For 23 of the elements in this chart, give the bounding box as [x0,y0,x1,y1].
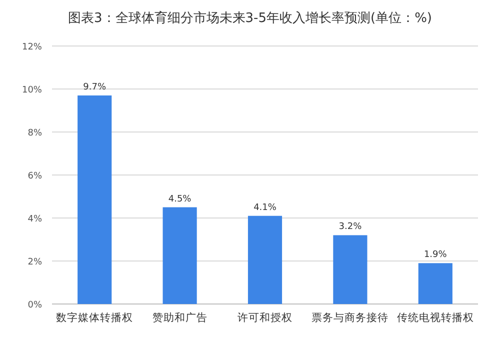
data-label: 3.2% [338,222,362,232]
x-tick-label: 赞助和广告 [152,311,208,324]
bar [162,207,197,304]
data-label: 9.7% [83,82,106,92]
y-tick-label: 10% [22,86,42,96]
bar [248,216,282,304]
data-label: 4.1% [254,202,277,213]
x-tick-label: 票务与商务接待 [312,311,389,324]
x-tick-label: 许可和授权 [238,311,292,324]
y-tick-label: 4% [28,214,42,224]
y-tick-label: 12% [22,42,42,52]
bar [418,263,452,304]
bar [333,235,368,304]
x-tick-label: 传统电视转播权 [396,311,474,324]
bar [78,95,112,304]
data-label: 1.9% [424,250,448,260]
y-tick-label: 8% [28,128,42,138]
y-tick-label: 2% [28,258,42,268]
y-tick-label: 6% [28,172,42,182]
chart-title: 图表3：全球体育细分市场未来3-5年收入增长率预测(单位：%) [68,10,432,26]
y-tick-label: 0% [28,300,42,310]
data-label: 4.5% [168,194,192,204]
x-tick-label: 数字媒体转播权 [56,311,134,324]
